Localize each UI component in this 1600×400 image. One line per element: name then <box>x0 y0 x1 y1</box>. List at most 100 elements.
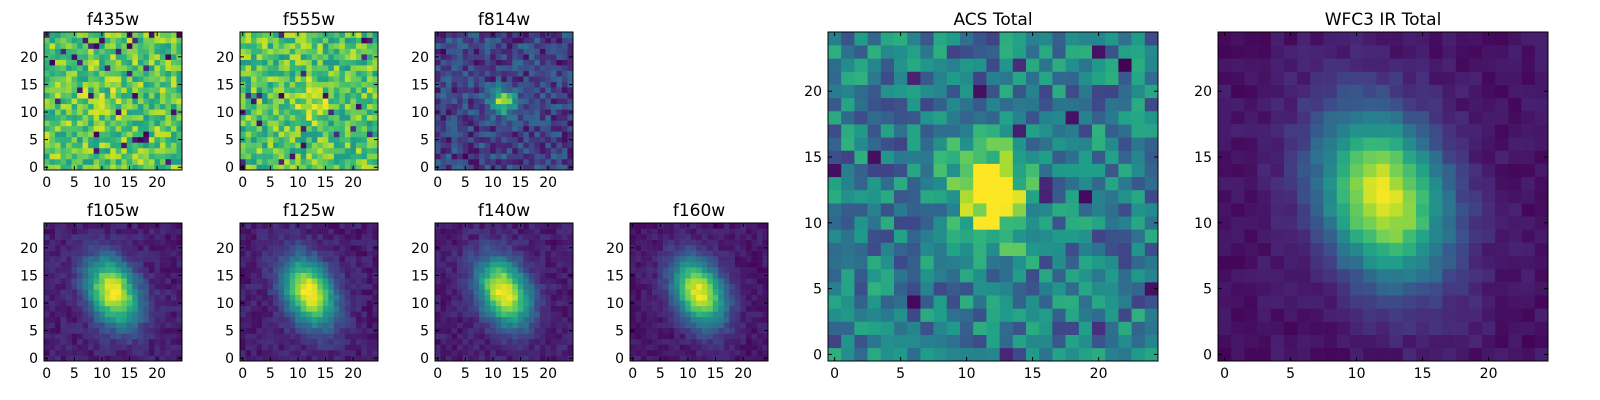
heatmap-cell <box>306 322 313 329</box>
heatmap-cell <box>1012 229 1027 243</box>
heatmap-cell <box>126 109 133 116</box>
heatmap-cell <box>154 153 161 160</box>
heatmap-cell <box>635 272 642 279</box>
heatmap-cell <box>484 76 491 82</box>
heatmap-cell <box>652 239 658 246</box>
heatmap-cell <box>528 92 535 99</box>
heatmap-cell <box>267 272 274 279</box>
heatmap-cell <box>528 289 535 296</box>
heatmap-cell <box>751 272 758 279</box>
heatmap-cell <box>440 81 447 88</box>
heatmap-cell <box>550 311 557 318</box>
x-tick-label: 20 <box>539 175 557 191</box>
heatmap-cell <box>300 98 307 105</box>
heatmap-cell <box>104 98 111 105</box>
heatmap-cell <box>539 76 546 82</box>
heatmap-cell <box>567 43 574 49</box>
heatmap-cell <box>1131 189 1146 204</box>
heatmap-cell <box>550 48 557 55</box>
heatmap-cell <box>534 131 541 138</box>
heatmap-cell <box>267 153 274 160</box>
heatmap-cell <box>446 65 452 71</box>
heatmap-cell <box>1026 295 1040 309</box>
heatmap-cell <box>479 48 485 55</box>
heatmap-cell <box>71 344 78 351</box>
heatmap-cell <box>880 203 895 217</box>
heatmap-cell <box>154 142 161 149</box>
heatmap-cell <box>165 43 172 49</box>
heatmap-cell <box>1105 334 1119 349</box>
heatmap-cell <box>366 48 373 55</box>
heatmap-cell <box>556 311 563 318</box>
heatmap-cell <box>82 43 89 49</box>
heatmap-cell <box>550 158 557 165</box>
heatmap-cell <box>121 125 128 132</box>
heatmap-cell <box>143 81 150 88</box>
heatmap-cell <box>973 347 987 362</box>
heatmap-cell <box>457 316 463 323</box>
heatmap-cell <box>451 327 458 334</box>
heatmap-cell <box>267 142 274 149</box>
heatmap-cell <box>159 272 166 279</box>
heatmap-cell <box>462 81 469 88</box>
heatmap-cell <box>339 43 346 49</box>
heatmap-cell <box>245 32 252 38</box>
heatmap-cell <box>880 295 895 309</box>
heatmap-cell <box>328 76 335 82</box>
heatmap-cell <box>66 250 72 257</box>
heatmap-cell <box>561 120 568 127</box>
heatmap-cell <box>701 294 708 301</box>
heatmap-cell <box>528 300 535 307</box>
heatmap-cell <box>88 81 94 88</box>
heatmap-cell <box>143 300 150 307</box>
heatmap-cell <box>165 344 172 351</box>
heatmap-cell <box>517 65 524 71</box>
heatmap-cell <box>973 321 987 335</box>
heatmap-cell <box>1118 255 1132 270</box>
heatmap-cell <box>523 98 530 105</box>
y-tick-label: 20 <box>606 241 624 257</box>
heatmap-cell <box>262 311 268 318</box>
heatmap-cell <box>512 87 519 94</box>
heatmap-cell <box>284 267 290 273</box>
heatmap-cell <box>49 48 56 55</box>
heatmap-cell <box>126 54 133 60</box>
heatmap-cell <box>679 239 686 246</box>
heatmap-cell <box>745 245 752 251</box>
heatmap-cell <box>295 37 302 44</box>
heatmap-cell <box>55 316 61 323</box>
heatmap-cell <box>745 278 752 285</box>
heatmap-cell <box>517 283 524 290</box>
heatmap-cell <box>273 256 279 262</box>
heatmap-cell <box>561 349 568 356</box>
heatmap-cell <box>333 153 340 160</box>
heatmap-cell <box>523 349 530 356</box>
heatmap-cell <box>501 131 508 138</box>
heatmap-cell <box>350 261 357 268</box>
heatmap-cell <box>366 37 373 44</box>
heatmap-cell <box>734 223 741 229</box>
heatmap-cell <box>300 272 307 279</box>
x-tick-label: 15 <box>707 366 725 382</box>
heatmap-cell <box>490 120 497 127</box>
heatmap-cell <box>251 131 257 138</box>
heatmap-cell <box>512 32 519 38</box>
heatmap-cell <box>165 289 172 296</box>
heatmap-cell <box>854 216 868 230</box>
heatmap-cell <box>273 278 279 285</box>
heatmap-cell <box>946 321 961 335</box>
heatmap-cell <box>528 305 535 312</box>
heatmap-cell <box>339 136 346 143</box>
heatmap-cell <box>679 322 686 329</box>
heatmap-cell <box>93 305 100 312</box>
heatmap-cell <box>690 311 697 318</box>
heatmap-cell <box>435 349 441 356</box>
heatmap-cell <box>462 272 469 279</box>
heatmap-cell <box>366 316 373 323</box>
heatmap-cell <box>66 76 72 82</box>
heatmap-cell <box>361 250 368 257</box>
heatmap-cell <box>44 250 50 257</box>
heatmap-cell <box>718 234 725 240</box>
heatmap-cell <box>256 142 263 149</box>
heatmap-cell <box>165 131 172 138</box>
